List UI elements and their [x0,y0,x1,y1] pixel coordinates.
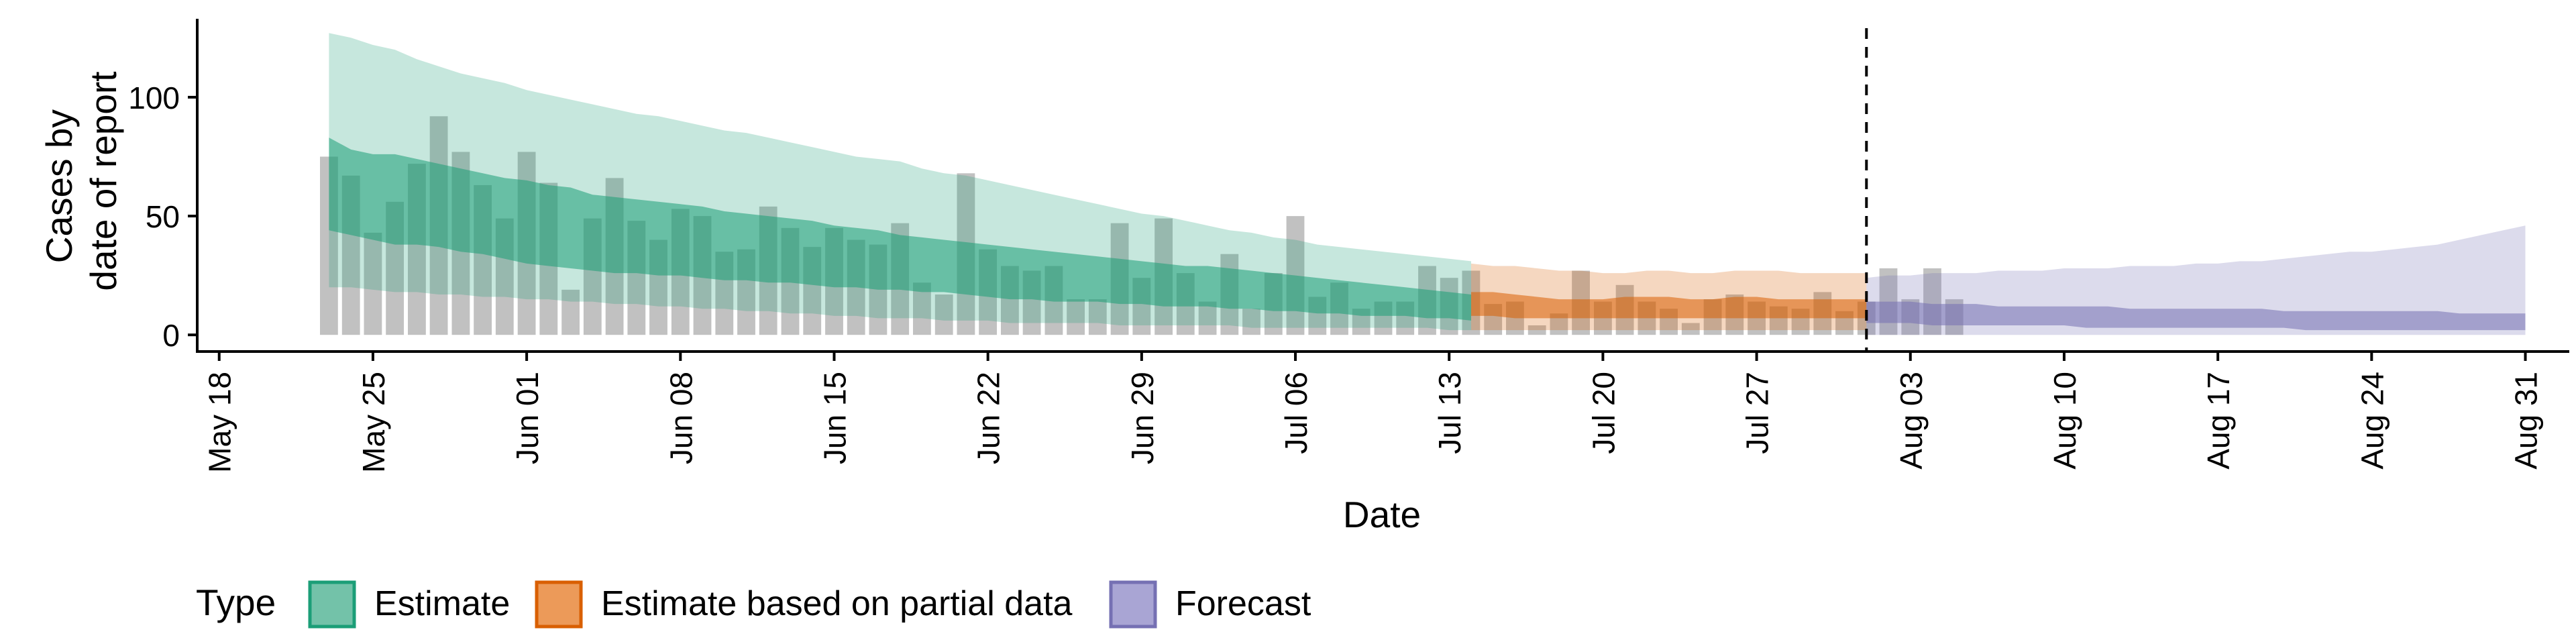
legend-label-estimate: Estimate [374,584,510,623]
y-ticks: 0 50 100 [128,80,197,353]
x-tick-label: Aug 03 [1894,372,1929,470]
case-bar [364,232,382,335]
legend-key-forecast [1109,580,1157,629]
x-ticks: May 18 May 25 Jun 01 Jun 08 Jun 15 Jun 22 Jun … [203,352,2544,473]
x-tick-label: Aug 17 [2201,372,2236,470]
y-tick-label: 50 [146,199,180,234]
x-tick-label: Aug 10 [2047,372,2082,470]
legend-label-partial: Estimate based on partial data [601,584,1073,623]
x-tick-label: Aug 31 [2509,372,2544,470]
x-tick-label: May 25 [356,372,391,473]
x-axis-title: Date [1343,494,1421,535]
x-tick-label: Jun 01 [510,372,545,464]
x-tick-label: Jul 13 [1432,372,1467,454]
legend-label-forecast: Forecast [1175,584,1311,623]
x-tick-label: Jul 06 [1279,372,1313,454]
x-tick-label: Jul 27 [1740,372,1775,454]
case-bar [1681,323,1700,335]
legend-key-partial [535,580,583,629]
x-tick-label: May 18 [203,372,237,473]
case-bar [1088,299,1107,335]
x-tick-label: Jun 29 [1125,372,1160,464]
case-bar [934,294,953,335]
case-bar [1527,325,1546,335]
legend: Type Estimate Estimate based on partial … [196,580,1311,629]
y-axis-title: Cases by date of report [38,71,124,290]
x-tick-label: Jun 22 [971,372,1006,464]
y-tick-label: 100 [128,80,180,115]
axes: 0 50 100 May 18 May 25 Jun 01 Jun 08 Jun 15 Jun… [128,19,2569,473]
partial-estimate-inner-band [1471,292,1867,319]
case-bar [1198,301,1217,335]
estimate-inner-band [329,138,1471,321]
x-tick-label: Jun 08 [663,372,698,464]
x-tick-label: Aug 24 [2355,372,2390,470]
y-tick-label: 0 [162,318,180,353]
case-bar [1242,309,1260,335]
case-bar [561,289,580,335]
x-tick-label: Jun 15 [818,372,853,464]
case-bar [1067,299,1085,335]
legend-key-estimate [308,580,356,629]
bands-layer [329,33,2526,335]
y-axis-title-line-1: Cases by [38,109,80,264]
forecast-inner-band [1866,301,2526,331]
y-axis-title-line-2: date of report [83,71,124,290]
x-tick-label: Jul 20 [1586,372,1621,454]
legend-title: Type [196,582,276,623]
